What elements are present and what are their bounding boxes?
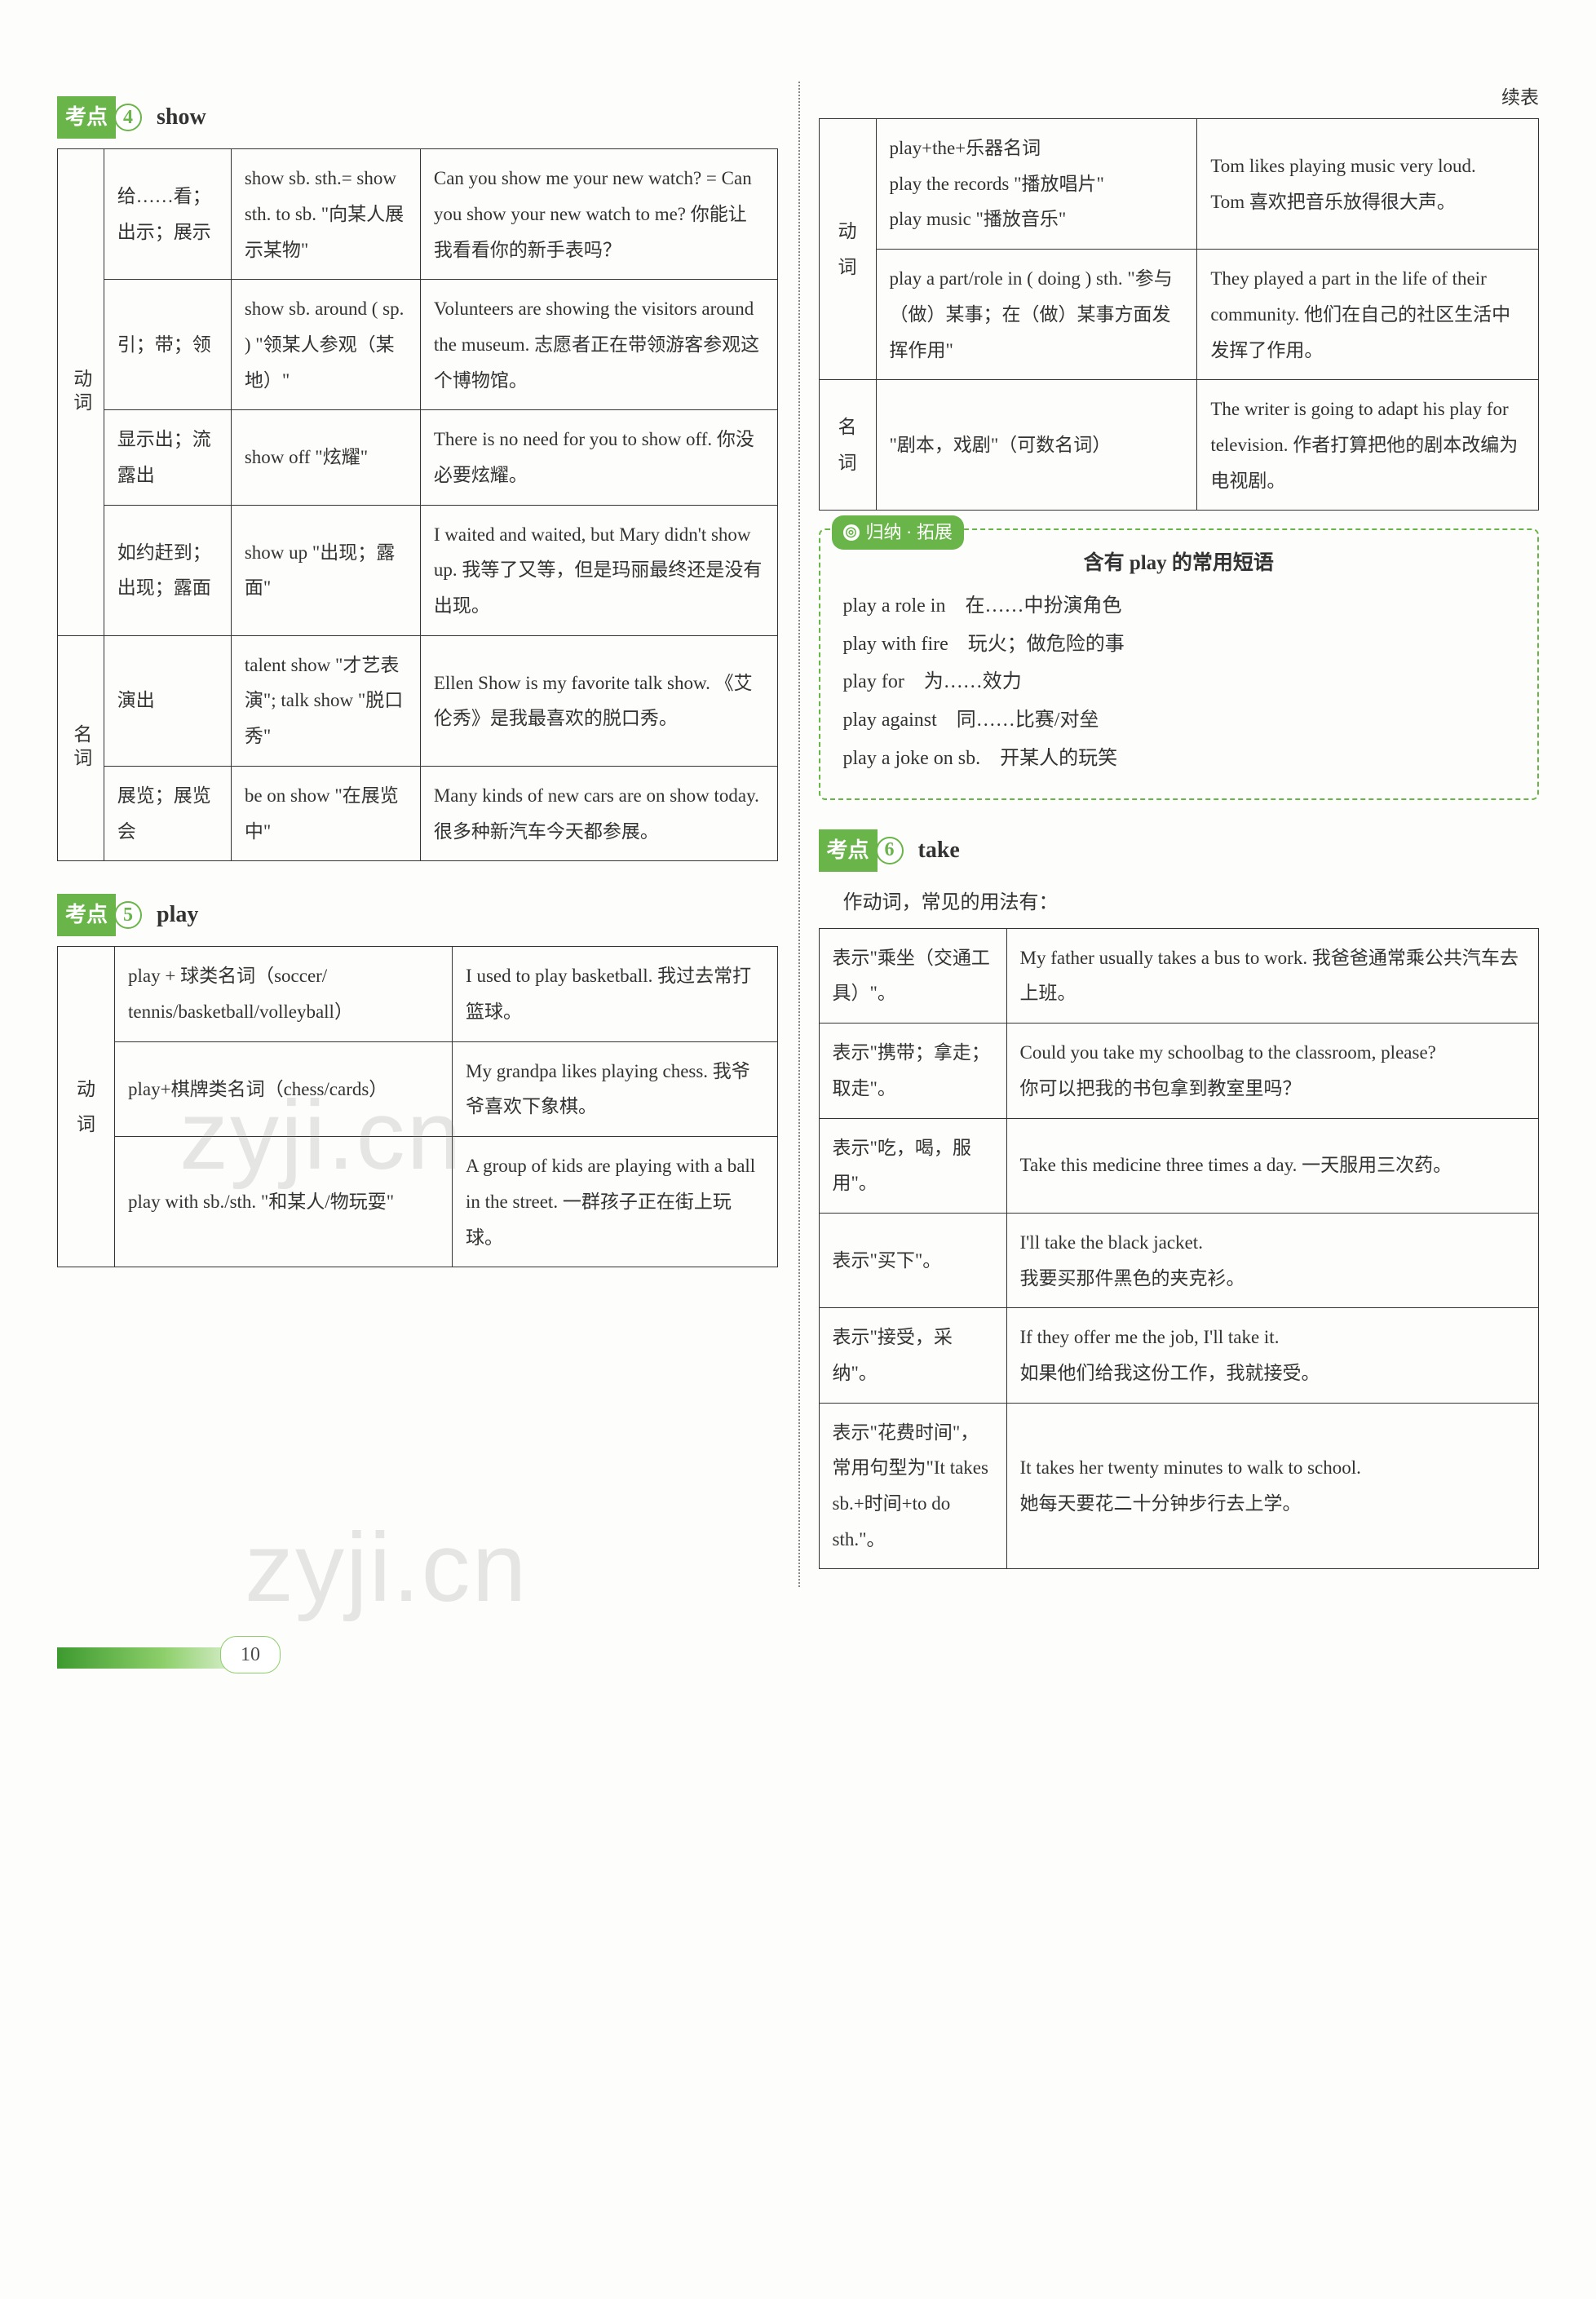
cell: There is no need for you to show off. 你没… [420, 410, 777, 505]
play-continue-table: 动词 play+the+乐器名词 play the records "播放唱片"… [819, 118, 1540, 511]
show-pos-noun: 名词 [58, 635, 104, 860]
cell: 给……看；出示；展示 [104, 149, 231, 280]
cell: play + 球类名词（soccer/ tennis/basketball/vo… [115, 947, 453, 1041]
cell: If they offer me the job, I'll take it. … [1006, 1308, 1539, 1403]
tip-line: play with fire 玩火；做危险的事 [843, 628, 1515, 661]
right-column: 续表 动词 play+the+乐器名词 play the records "播放… [819, 82, 1540, 1587]
cell: talent show "才艺表演"; talk show "脱口秀" [231, 635, 420, 766]
cell: play with sb./sth. "和某人/物玩耍" [115, 1137, 453, 1267]
continued-label: 续表 [819, 82, 1540, 113]
cell: 表示"携带；拿走；取走"。 [819, 1023, 1006, 1118]
kaodian-tag: 考点 [57, 894, 116, 936]
cell: 演出 [104, 635, 231, 766]
tip-line: play against 同……比赛/对垒 [843, 704, 1515, 737]
cell: It takes her twenty minutes to walk to s… [1006, 1403, 1539, 1569]
kaodian-tag: 考点 [819, 829, 878, 872]
table-row: 如约赶到；出现；露面 show up "出现；露面" I waited and … [58, 505, 778, 635]
cell: 显示出；流露出 [104, 410, 231, 505]
cell: 表示"乘坐（交通工具）"。 [819, 928, 1006, 1023]
cell: The writer is going to adapt his play fo… [1197, 380, 1539, 511]
cell: play a part/role in ( doing ) sth. "参与（做… [876, 250, 1197, 380]
cell: Could you take my schoolbag to the class… [1006, 1023, 1539, 1118]
cell: 如约赶到；出现；露面 [104, 505, 231, 635]
table-row: 显示出；流露出 show off "炫耀" There is no need f… [58, 410, 778, 505]
cell: Tom likes playing music very loud. Tom 喜… [1197, 119, 1539, 250]
cell: 表示"吃，喝，服用"。 [819, 1118, 1006, 1213]
cell: play+the+乐器名词 play the records "播放唱片" pl… [876, 119, 1197, 250]
table-row: 表示"吃，喝，服用"。 Take this medicine three tim… [819, 1118, 1539, 1213]
play-pos-verb: 动词 [819, 119, 876, 380]
cell: My grandpa likes playing chess. 我爷爷喜欢下象棋… [453, 1041, 777, 1136]
cell: I waited and waited, but Mary didn't sho… [420, 505, 777, 635]
kaodian-4-word: show [157, 98, 206, 137]
table-row: 表示"乘坐（交通工具）"。 My father usually takes a … [819, 928, 1539, 1023]
table-row: 引；带；领 show sb. around ( sp. ) "领某人参观（某地）… [58, 280, 778, 410]
cell: My father usually takes a bus to work. 我… [1006, 928, 1539, 1023]
table-row: 表示"携带；拿走；取走"。 Could you take my schoolba… [819, 1023, 1539, 1118]
kaodian-6-num: 6 [876, 837, 904, 864]
show-table: 动词 给……看；出示；展示 show sb. sth.= show sth. t… [57, 148, 778, 861]
table-row: 表示"接受，采纳"。 If they offer me the job, I'l… [819, 1308, 1539, 1403]
cell: A group of kids are playing with a ball … [453, 1137, 777, 1267]
lightbulb-icon: ◎ [843, 524, 860, 541]
play-pos-verb: 动词 [58, 947, 115, 1267]
cell: be on show "在展览中" [231, 766, 420, 860]
cell: show off "炫耀" [231, 410, 420, 505]
kaodian-5-header: 考点 5 play [57, 894, 198, 936]
table-row: 展览；展览会 be on show "在展览中" Many kinds of n… [58, 766, 778, 860]
column-divider [798, 82, 800, 1587]
cell: Volunteers are showing the visitors arou… [420, 280, 777, 410]
play-table: 动词 play + 球类名词（soccer/ tennis/basketball… [57, 946, 778, 1267]
play-pos-noun: 名词 [819, 380, 876, 511]
table-row: play+棋牌类名词（chess/cards） My grandpa likes… [58, 1041, 778, 1136]
tip-box: ◎ 归纳 · 拓展 含有 play 的常用短语 play a role in 在… [819, 528, 1540, 799]
left-column: 考点 4 show 动词 给……看；出示；展示 show sb. sth.= s… [57, 82, 778, 1587]
table-row: 名词 演出 talent show "才艺表演"; talk show "脱口秀… [58, 635, 778, 766]
kaodian-tag: 考点 [57, 96, 116, 139]
table-row: 动词 play + 球类名词（soccer/ tennis/basketball… [58, 947, 778, 1041]
cell: 表示"接受，采纳"。 [819, 1308, 1006, 1403]
cell: show sb. sth.= show sth. to sb. "向某人展示某物… [231, 149, 420, 280]
table-row: 表示"买下"。 I'll take the black jacket. 我要买那… [819, 1213, 1539, 1307]
kaodian-5-word: play [157, 895, 198, 935]
cell: play+棋牌类名词（chess/cards） [115, 1041, 453, 1136]
kaodian-6-header: 考点 6 take [819, 829, 960, 872]
table-row: play with sb./sth. "和某人/物玩耍" A group of … [58, 1137, 778, 1267]
tip-line: play a role in 在……中扮演角色 [843, 590, 1515, 623]
kaodian-5-num: 5 [114, 901, 142, 929]
table-row: 动词 play+the+乐器名词 play the records "播放唱片"… [819, 119, 1539, 250]
cell: I used to play basketball. 我过去常打篮球。 [453, 947, 777, 1041]
cell: show up "出现；露面" [231, 505, 420, 635]
kaodian-4-num: 4 [114, 104, 142, 131]
page-columns: zyji.cn zyji.cn 考点 4 show 动词 给……看；出示；展示 … [57, 82, 1539, 1587]
cell: I'll take the black jacket. 我要买那件黑色的夹克衫。 [1006, 1213, 1539, 1307]
table-row: 表示"花费时间"，常用句型为"It takes sb.+时间+to do sth… [819, 1403, 1539, 1569]
kaodian-6-word: take [918, 831, 960, 870]
take-intro: 作动词，常见的用法有： [843, 886, 1540, 920]
cell: 引；带；领 [104, 280, 231, 410]
cell: Ellen Show is my favorite talk show. 《艾伦… [420, 635, 777, 766]
table-row: 名词 "剧本，戏剧"（可数名词） The writer is going to … [819, 380, 1539, 511]
cell: show sb. around ( sp. ) "领某人参观（某地）" [231, 280, 420, 410]
page-footer: 10 [57, 1620, 1539, 1669]
cell: "剧本，戏剧"（可数名词） [876, 380, 1197, 511]
tip-title: 含有 play 的常用短语 [843, 546, 1515, 581]
show-pos-verb: 动词 [58, 149, 104, 636]
take-table: 表示"乘坐（交通工具）"。 My father usually takes a … [819, 928, 1540, 1570]
tip-badge-text: 归纳 · 拓展 [866, 517, 953, 547]
cell: 表示"买下"。 [819, 1213, 1006, 1307]
table-row: play a part/role in ( doing ) sth. "参与（做… [819, 250, 1539, 380]
cell: Can you show me your new watch? = Can yo… [420, 149, 777, 280]
kaodian-4-header: 考点 4 show [57, 96, 206, 139]
cell: 表示"花费时间"，常用句型为"It takes sb.+时间+to do sth… [819, 1403, 1006, 1569]
tip-line: play for 为……效力 [843, 665, 1515, 699]
table-row: 动词 给……看；出示；展示 show sb. sth.= show sth. t… [58, 149, 778, 280]
cell: 展览；展览会 [104, 766, 231, 860]
cell: Many kinds of new cars are on show today… [420, 766, 777, 860]
tip-badge: ◎ 归纳 · 拓展 [832, 515, 964, 549]
page-number: 10 [220, 1636, 281, 1674]
tip-line: play a joke on sb. 开某人的玩笑 [843, 742, 1515, 776]
cell: They played a part in the life of their … [1197, 250, 1539, 380]
cell: Take this medicine three times a day. 一天… [1006, 1118, 1539, 1213]
